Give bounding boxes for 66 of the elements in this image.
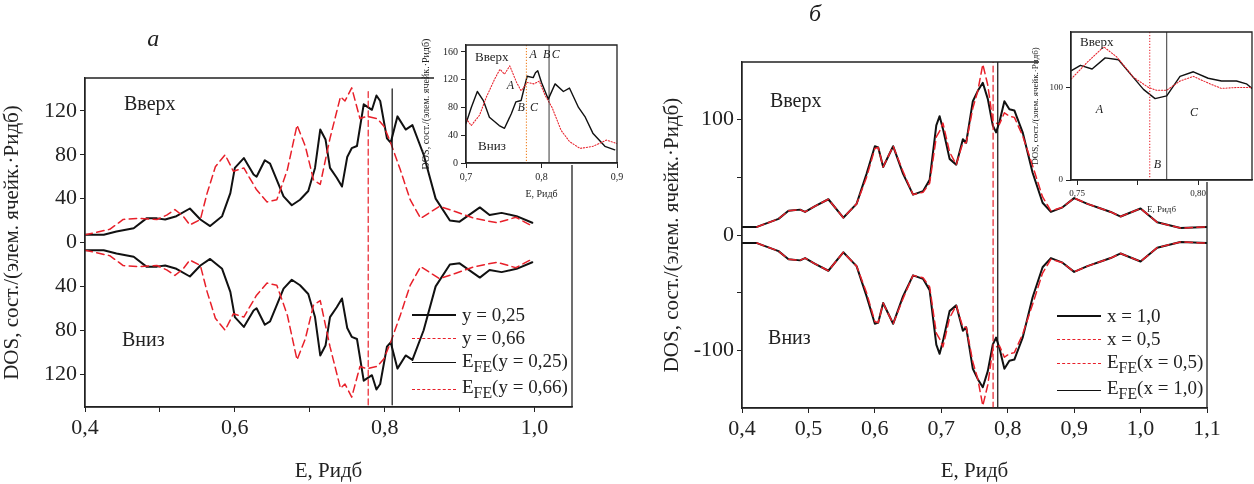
legend-label: x = 0,5 xyxy=(1107,327,1161,351)
annotation: Вниз xyxy=(478,137,506,153)
annotation: A xyxy=(528,46,538,61)
x-axis-title: E, Ридб xyxy=(294,457,363,482)
y-tick-label: 40 xyxy=(55,272,77,298)
chart-title: а xyxy=(147,25,160,52)
x-tick-label: 0,9 xyxy=(610,170,624,182)
x-axis-title: E, Ридб xyxy=(940,457,1009,482)
annotation: C xyxy=(551,46,561,61)
annotation: B xyxy=(1153,157,1162,172)
y-tick-label: 0 xyxy=(1058,174,1064,185)
y-tick-label: 0 xyxy=(66,228,77,254)
x-tick-label: 0,6 xyxy=(861,414,889,440)
x-tick-label: 0,7 xyxy=(459,170,473,182)
annotation: B xyxy=(543,46,552,61)
y-tick-label: 0 xyxy=(723,220,734,246)
y-tick-label: 40 xyxy=(448,128,458,140)
y-axis-title: DOS, сост./(элем. ячейк.·Ридб) xyxy=(0,105,24,380)
legend-label: y = 0,25 xyxy=(462,304,525,327)
annotation: Вниз xyxy=(122,328,165,351)
y-tick-label: -100 xyxy=(693,336,734,362)
x-tick-label: 0,75 xyxy=(1069,187,1086,198)
annotation: Вниз xyxy=(768,326,811,349)
legend-label: E$_{FE}$(y = 0,25) xyxy=(462,349,568,377)
y-axis-title: DOS, сост./(элем. ячейк.·Ридб) xyxy=(659,97,684,373)
x-tick-label: 1,0 xyxy=(1126,414,1155,440)
x-tick-label: 0,7 xyxy=(927,414,956,440)
x-tick-label: 0,8 xyxy=(993,414,1022,440)
annotation: Вверх xyxy=(475,49,510,65)
annotation: A xyxy=(1094,101,1104,116)
x-tick-label: 0,80 xyxy=(1190,187,1207,198)
x-tick-label: 0,4 xyxy=(728,414,756,440)
x-tick-label: 1,0 xyxy=(520,413,549,439)
y-tick-label: 100 xyxy=(701,105,734,131)
y-tick-label: 80 xyxy=(55,316,77,342)
x-tick-label: 0,6 xyxy=(221,413,249,439)
y-tick-label: 160 xyxy=(443,45,458,57)
y-tick-label: 80 xyxy=(448,101,458,113)
y-tick-label: 0 xyxy=(453,156,458,168)
annotation: Вверх xyxy=(769,89,822,113)
x-tick-label: 0,4 xyxy=(71,413,99,439)
annotation: C xyxy=(1189,104,1199,119)
x-tick-label: 0,9 xyxy=(1060,414,1088,440)
annotation: B xyxy=(517,99,526,114)
y-tick-label: 80 xyxy=(55,140,77,166)
legend-label: E$_{FE}$(y = 0,66) xyxy=(462,376,568,404)
y-tick-label: 120 xyxy=(44,96,77,122)
annotation: C xyxy=(529,99,539,114)
legend-label: E$_{FE}$(x = 0,5) xyxy=(1107,350,1204,378)
x-tick-label: 1,1 xyxy=(1193,414,1221,440)
y-tick-label: 120 xyxy=(443,73,458,85)
y-tick-label: 120 xyxy=(44,359,77,385)
x-axis-title: E, Ридб xyxy=(525,187,558,199)
x-tick-label: 0,8 xyxy=(370,413,399,439)
legend-label: x = 1,0 xyxy=(1107,305,1161,328)
annotation: Вверх xyxy=(123,91,176,115)
y-tick-label: 40 xyxy=(55,184,77,210)
x-axis-title: E, Ридб xyxy=(1147,203,1177,214)
legend-label: y = 0,66 xyxy=(462,326,525,350)
chart-title: б xyxy=(808,0,822,27)
legend-label: E$_{FE}$(x = 1,0) xyxy=(1107,377,1204,405)
x-tick-label: 0,8 xyxy=(535,170,548,182)
annotation: A xyxy=(505,78,515,93)
y-tick-label: 100 xyxy=(1049,81,1064,92)
annotation: Вверх xyxy=(1080,33,1115,49)
x-tick-label: 0,5 xyxy=(794,414,823,440)
